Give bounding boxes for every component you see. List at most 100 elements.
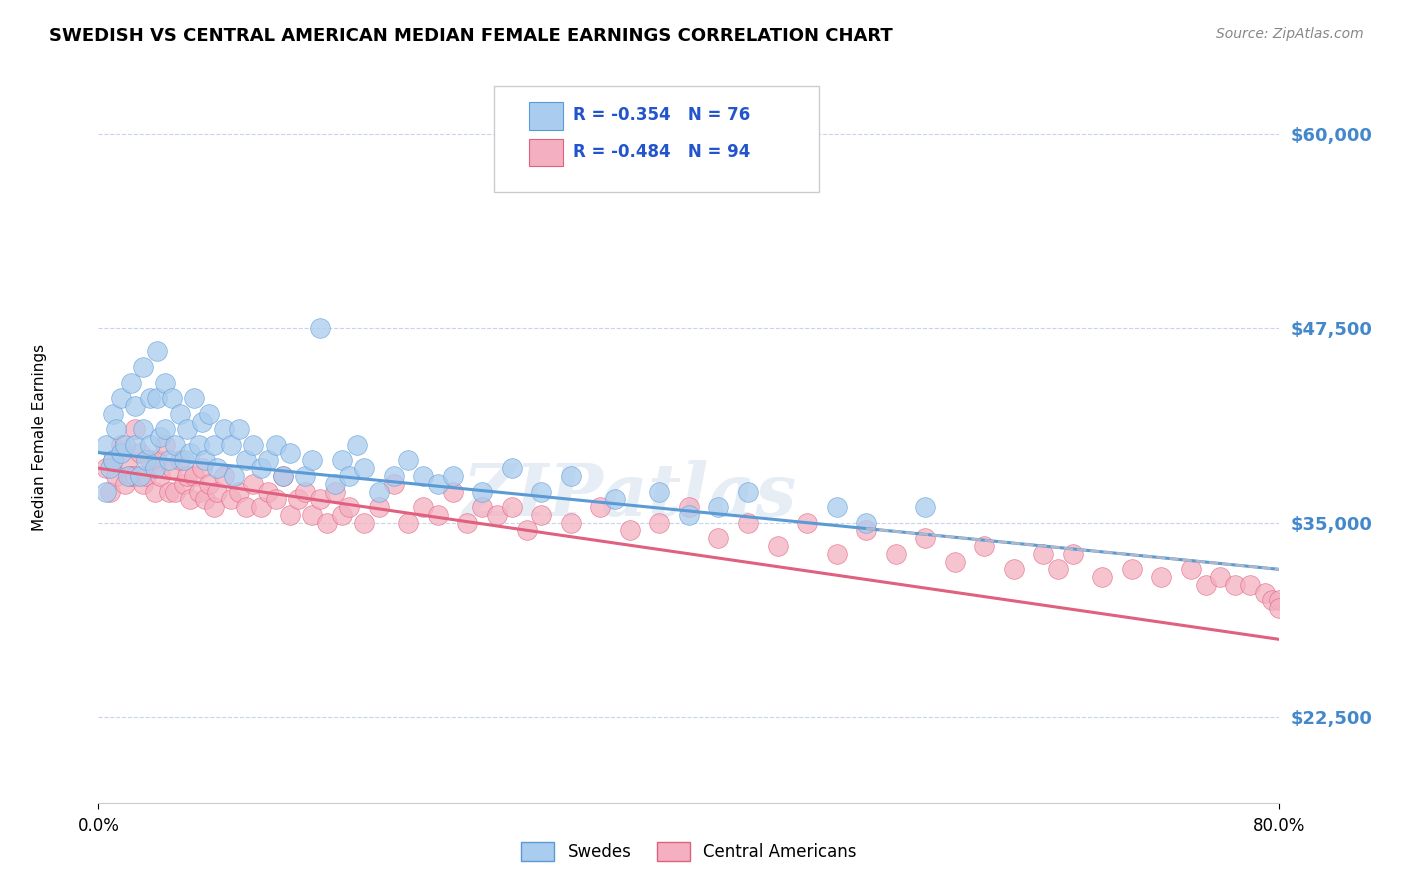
- Text: Source: ZipAtlas.com: Source: ZipAtlas.com: [1216, 27, 1364, 41]
- Point: [110, 391, 132, 405]
- Point: [914, 500, 936, 515]
- Point: [825, 500, 848, 515]
- Point: [280, 508, 302, 522]
- Point: [235, 453, 257, 467]
- Point: [132, 359, 155, 374]
- Legend: Swedes, Central Americans: Swedes, Central Americans: [515, 835, 863, 868]
- Point: [165, 438, 187, 452]
- Point: [114, 476, 136, 491]
- Point: [501, 461, 523, 475]
- Point: [221, 492, 243, 507]
- Point: [294, 469, 316, 483]
- Point: [943, 555, 966, 569]
- Point: [914, 531, 936, 545]
- Point: [301, 453, 323, 467]
- Point: [191, 415, 214, 429]
- Point: [110, 445, 132, 459]
- Point: [162, 461, 183, 475]
- Point: [205, 461, 228, 475]
- Point: [1091, 570, 1114, 584]
- Point: [205, 484, 228, 499]
- Text: Median Female Earnings: Median Female Earnings: [32, 343, 46, 531]
- Point: [162, 391, 183, 405]
- Point: [120, 469, 142, 483]
- Point: [648, 484, 671, 499]
- Point: [228, 484, 250, 499]
- Text: SWEDISH VS CENTRAL AMERICAN MEDIAN FEMALE EARNINGS CORRELATION CHART: SWEDISH VS CENTRAL AMERICAN MEDIAN FEMAL…: [49, 27, 893, 45]
- Point: [605, 492, 627, 507]
- Point: [128, 469, 150, 483]
- Point: [427, 508, 450, 522]
- Point: [135, 453, 157, 467]
- Point: [530, 508, 553, 522]
- Point: [855, 524, 877, 538]
- Point: [353, 516, 375, 530]
- Point: [120, 376, 142, 390]
- Point: [412, 469, 434, 483]
- Point: [202, 438, 225, 452]
- Point: [191, 461, 214, 475]
- Point: [124, 438, 146, 452]
- Text: ZIPatlas: ZIPatlas: [463, 460, 797, 531]
- Point: [143, 461, 166, 475]
- Point: [146, 344, 169, 359]
- Point: [501, 500, 523, 515]
- Point: [1002, 562, 1025, 576]
- Point: [224, 469, 246, 483]
- Point: [346, 438, 368, 452]
- Point: [353, 461, 375, 475]
- Point: [530, 484, 553, 499]
- Point: [1239, 578, 1261, 592]
- Point: [398, 516, 420, 530]
- Point: [228, 422, 250, 436]
- Point: [766, 539, 789, 553]
- Point: [707, 500, 730, 515]
- Point: [973, 539, 995, 553]
- Point: [441, 469, 464, 483]
- Point: [323, 476, 346, 491]
- Point: [884, 547, 907, 561]
- Point: [1195, 578, 1218, 592]
- Point: [330, 508, 353, 522]
- Point: [105, 422, 128, 436]
- Point: [412, 500, 434, 515]
- Point: [157, 453, 180, 467]
- Point: [287, 492, 309, 507]
- Point: [173, 453, 195, 467]
- Bar: [530, 102, 562, 130]
- Point: [143, 484, 166, 499]
- Point: [117, 453, 139, 467]
- Point: [737, 484, 759, 499]
- Point: [146, 453, 169, 467]
- Point: [173, 476, 195, 491]
- Point: [1254, 585, 1277, 599]
- Point: [132, 476, 155, 491]
- Point: [294, 484, 316, 499]
- Point: [707, 531, 730, 545]
- Point: [157, 484, 180, 499]
- Point: [264, 438, 287, 452]
- Point: [124, 469, 146, 483]
- Point: [187, 484, 209, 499]
- Point: [250, 500, 273, 515]
- Point: [169, 453, 191, 467]
- Point: [1261, 593, 1284, 607]
- Point: [457, 516, 479, 530]
- Point: [176, 469, 198, 483]
- Point: [98, 484, 121, 499]
- Point: [179, 492, 201, 507]
- Point: [1062, 547, 1084, 561]
- Point: [339, 500, 361, 515]
- Point: [382, 476, 405, 491]
- Point: [796, 516, 818, 530]
- Point: [110, 438, 132, 452]
- Point: [242, 438, 264, 452]
- Point: [271, 469, 294, 483]
- Point: [678, 500, 700, 515]
- Point: [165, 484, 187, 499]
- Point: [560, 469, 582, 483]
- Point: [516, 524, 538, 538]
- Point: [153, 422, 176, 436]
- Point: [1225, 578, 1247, 592]
- Point: [221, 438, 243, 452]
